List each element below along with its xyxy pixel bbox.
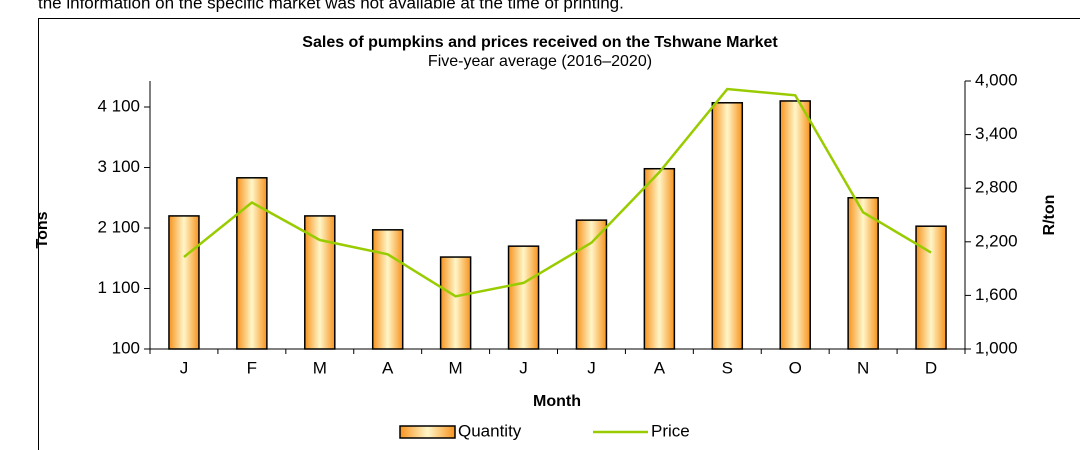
x-tick-label: J — [587, 358, 596, 377]
y-tick-label: 2 100 — [97, 217, 140, 236]
bar — [915, 225, 947, 350]
x-tick-label: D — [925, 358, 937, 377]
x-tick-label: O — [789, 358, 802, 377]
bar — [439, 256, 472, 350]
bar — [575, 219, 608, 350]
x-tick-label: A — [382, 358, 394, 377]
chart-title: Sales of pumpkins and prices received on… — [302, 34, 778, 51]
price-line — [183, 87, 932, 298]
y2-tick-label: 1,000 — [975, 338, 1018, 357]
x-tick-label: M — [313, 358, 327, 377]
y2-tick-label: 2,200 — [975, 231, 1018, 250]
y2-tick-label: 1,600 — [975, 285, 1018, 304]
y2-tick-label: 2,800 — [975, 178, 1018, 197]
x-tick-label: N — [857, 358, 869, 377]
bar — [711, 102, 744, 350]
bar — [643, 167, 676, 350]
x-tick-label: J — [519, 358, 528, 377]
bar — [847, 197, 879, 350]
y-tick-label: 4 100 — [97, 96, 140, 115]
legend-swatch — [399, 425, 456, 439]
chart-frame — [38, 18, 1080, 450]
y2-tick-label: 4,000 — [975, 70, 1018, 89]
bar — [779, 100, 811, 350]
bar — [304, 215, 336, 350]
bar — [168, 215, 200, 350]
y-tick-label: 100 — [112, 338, 140, 357]
x-tick-label: J — [180, 358, 189, 377]
x-tick-label: M — [449, 358, 463, 377]
chart-subtitle: Five-year average (2016–2020) — [428, 53, 652, 70]
x-tick-label: S — [722, 358, 733, 377]
x-tick-label: F — [247, 358, 257, 377]
x-tick-label: A — [654, 358, 666, 377]
bar — [236, 177, 268, 350]
y2-tick-label: 3,400 — [975, 124, 1018, 143]
x-axis-label: Month — [533, 393, 581, 410]
y-tick-label: 1 100 — [97, 278, 140, 297]
y-tick-label: 3 100 — [97, 157, 140, 176]
y-axis-label: Tons — [34, 211, 51, 248]
note-text: the information on the specific market w… — [38, 0, 624, 12]
legend-label: Price — [651, 421, 690, 440]
bar — [507, 245, 540, 350]
bar — [371, 229, 404, 350]
legend-label: Quantity — [458, 421, 522, 440]
y2-axis-label: R/ton — [1041, 195, 1058, 236]
